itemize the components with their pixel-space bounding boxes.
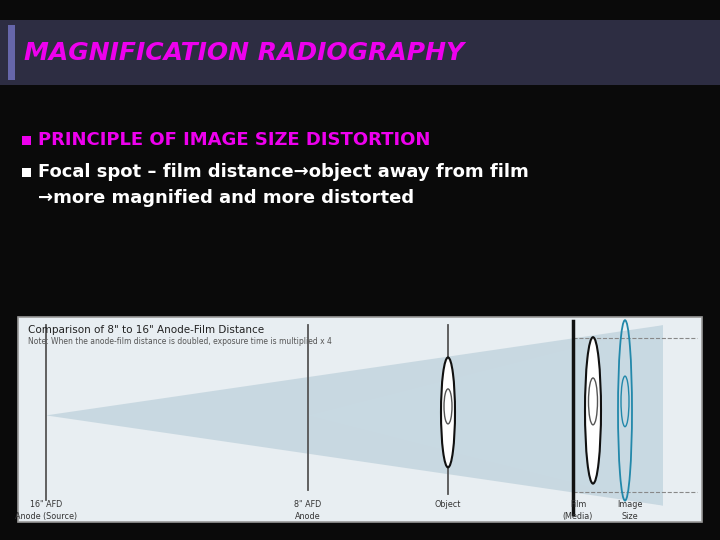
Text: 8" AFD: 8" AFD: [294, 500, 322, 509]
Ellipse shape: [444, 389, 452, 424]
FancyBboxPatch shape: [0, 20, 720, 85]
Ellipse shape: [441, 357, 455, 467]
Text: Focal spot – film distance→object away from film: Focal spot – film distance→object away f…: [38, 163, 528, 181]
Text: PRINCIPLE OF IMAGE SIZE DISTORTION: PRINCIPLE OF IMAGE SIZE DISTORTION: [38, 131, 431, 149]
Text: MAGNIFICATION RADIOGRAPHY: MAGNIFICATION RADIOGRAPHY: [24, 40, 464, 64]
Text: →more magnified and more distorted: →more magnified and more distorted: [38, 189, 414, 207]
Text: Note: When the anode-film distance is doubled, exposure time is multiplied x 4: Note: When the anode-film distance is do…: [28, 337, 332, 346]
Polygon shape: [308, 325, 663, 505]
Polygon shape: [46, 325, 663, 505]
Text: Size: Size: [621, 512, 639, 521]
Text: Image: Image: [617, 500, 643, 509]
Text: 16" AFD: 16" AFD: [30, 500, 62, 509]
Text: Anode: Anode: [295, 512, 321, 521]
Text: Object: Object: [435, 500, 462, 509]
FancyBboxPatch shape: [22, 167, 31, 177]
Text: Comparison of 8" to 16" Anode-Film Distance: Comparison of 8" to 16" Anode-Film Dista…: [28, 325, 264, 335]
FancyBboxPatch shape: [22, 136, 31, 145]
Ellipse shape: [585, 337, 601, 484]
Text: Film: Film: [570, 500, 586, 509]
FancyBboxPatch shape: [8, 25, 15, 80]
FancyBboxPatch shape: [18, 317, 702, 522]
Text: (Media): (Media): [563, 512, 593, 521]
Ellipse shape: [588, 378, 598, 425]
Text: Anode (Source): Anode (Source): [15, 512, 77, 521]
